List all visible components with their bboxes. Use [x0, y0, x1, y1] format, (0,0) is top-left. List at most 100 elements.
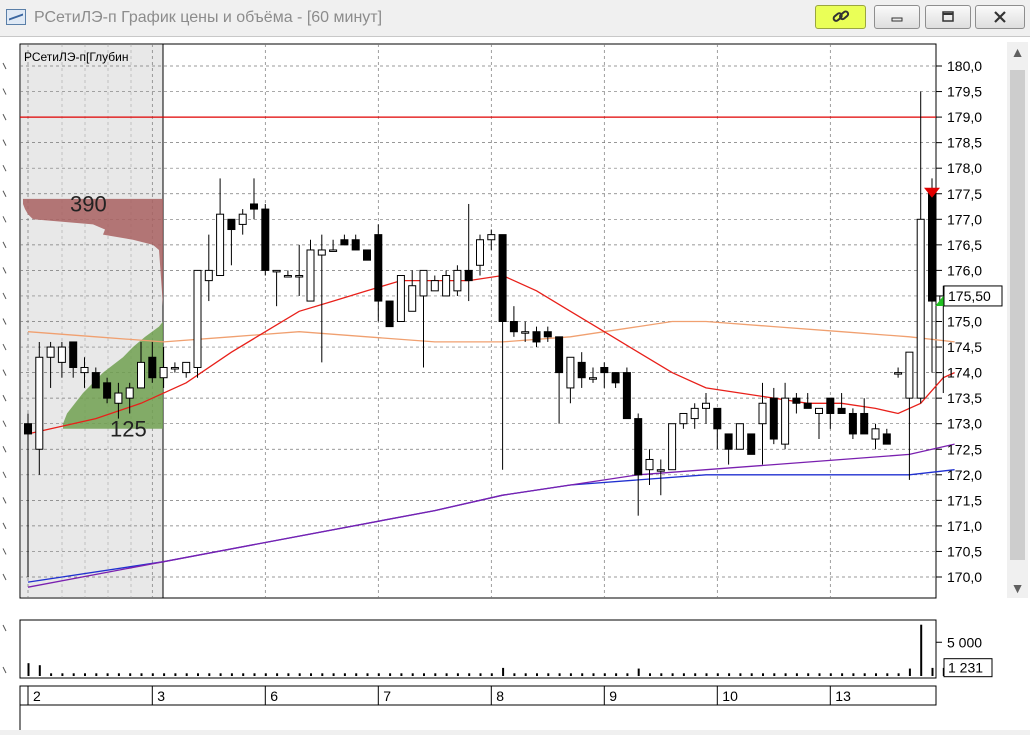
volume-bar: [897, 673, 900, 676]
volume-bar: [841, 673, 844, 676]
candle: [769, 387, 778, 445]
candle-body: [159, 366, 168, 379]
candle: [611, 372, 620, 388]
price-axis-label: 179,5: [947, 84, 982, 100]
close-icon: [994, 11, 1006, 23]
left-axis-tick: [2, 62, 7, 70]
left-axis-tick: [2, 190, 7, 197]
left-axis-tick: [2, 113, 7, 121]
volume-bar: [230, 673, 233, 676]
candle: [589, 367, 597, 383]
volume-axis-label: 5 000: [947, 634, 982, 650]
minimize-button[interactable]: [874, 5, 920, 29]
candles: [24, 91, 948, 577]
candle: [57, 341, 66, 378]
price-axis-label: 173,5: [947, 390, 982, 406]
candle: [860, 398, 869, 435]
left-axis-tick: [2, 241, 7, 249]
candle-body: [543, 331, 552, 338]
date-axis-label: 6: [270, 688, 278, 704]
ask-depth-area: [23, 198, 163, 307]
candle-body: [724, 433, 733, 450]
candle-body: [577, 361, 586, 379]
current-volume-box: [943, 658, 993, 678]
volume-bar: [852, 673, 855, 676]
candle: [250, 178, 258, 220]
price-axis-label: 178,0: [947, 160, 982, 176]
chart-window-icon: [6, 9, 26, 25]
volume-bar: [72, 673, 75, 676]
chart-area: РСетиЛЭ-п[Глубин 390 125 180,0 179,5 179,0 178…: [0, 37, 1030, 730]
candle-body: [928, 188, 936, 302]
price-axis-label: 176,0: [947, 262, 982, 278]
volume-bar: [366, 673, 369, 676]
chain-link-icon: [832, 10, 849, 22]
candle: [476, 234, 484, 276]
candle: [340, 234, 349, 246]
candle: [306, 239, 315, 302]
price-axis-label: 170,5: [947, 543, 982, 559]
candle: [645, 449, 654, 486]
candle-body: [758, 402, 767, 425]
candle-body: [170, 366, 179, 370]
price-axis-label: 178,5: [947, 135, 982, 151]
volume-bar: [818, 673, 821, 676]
vertical-scrollbar[interactable]: ▲ ▼: [1007, 42, 1028, 598]
candle-body: [622, 372, 631, 420]
candle-body: [690, 407, 699, 420]
title-bar: РСетиЛЭ-п График цены и объёма - [60 мин…: [0, 0, 1030, 37]
price-axis-label: 179,0: [947, 109, 982, 125]
candle-body: [521, 331, 530, 334]
candle: [442, 270, 451, 297]
candle-body: [24, 423, 32, 435]
candle: [758, 382, 767, 465]
candle-body: [216, 213, 225, 277]
scroll-down-arrow-icon[interactable]: ▼: [1010, 580, 1025, 596]
candle-body: [464, 269, 473, 282]
candle-body: [329, 249, 338, 252]
candle-body: [894, 372, 903, 375]
left-axis-tick: [2, 88, 7, 95]
candle: [69, 341, 78, 378]
ma-slow-purple-line: [27, 443, 955, 588]
candle: [566, 356, 575, 404]
candle-body: [916, 218, 925, 399]
candle-body: [713, 407, 722, 430]
candle: [430, 275, 439, 292]
close-button[interactable]: [975, 5, 1025, 29]
scroll-up-arrow-icon[interactable]: ▲: [1010, 44, 1025, 60]
price-axis-label: 175,0: [947, 314, 982, 330]
left-axis-tick: [2, 446, 7, 453]
scroll-thumb[interactable]: [1010, 70, 1025, 560]
candle-body: [735, 423, 744, 450]
candle: [555, 336, 564, 424]
candle-body: [453, 269, 462, 292]
candle-body: [882, 433, 891, 445]
maximize-button[interactable]: [925, 5, 971, 29]
left-axis-tick: [2, 164, 7, 172]
candle: [216, 178, 225, 277]
candle: [815, 407, 823, 440]
candle: [916, 91, 925, 404]
volume-bar: [298, 673, 301, 676]
volume-bar: [434, 673, 437, 676]
candle: [464, 203, 473, 302]
volume-bar: [310, 673, 312, 676]
candle: [532, 326, 541, 348]
link-button[interactable]: [815, 5, 866, 29]
date-axis-label: 3: [157, 688, 165, 704]
candle-body: [148, 356, 157, 379]
candle: [577, 352, 586, 388]
left-axis-tick: [2, 369, 7, 376]
volume-bar: [151, 673, 154, 676]
candle-body: [125, 387, 134, 399]
left-axis-tick: [2, 471, 7, 479]
left-axis-tick: [2, 343, 7, 351]
volume-bar: [875, 673, 877, 676]
volume-bar: [38, 665, 41, 676]
candle-body: [306, 249, 315, 302]
candle: [871, 423, 880, 450]
candle-body: [826, 397, 835, 414]
price-axis-label: 171,0: [947, 518, 982, 534]
left-axis-tick: [2, 394, 7, 402]
